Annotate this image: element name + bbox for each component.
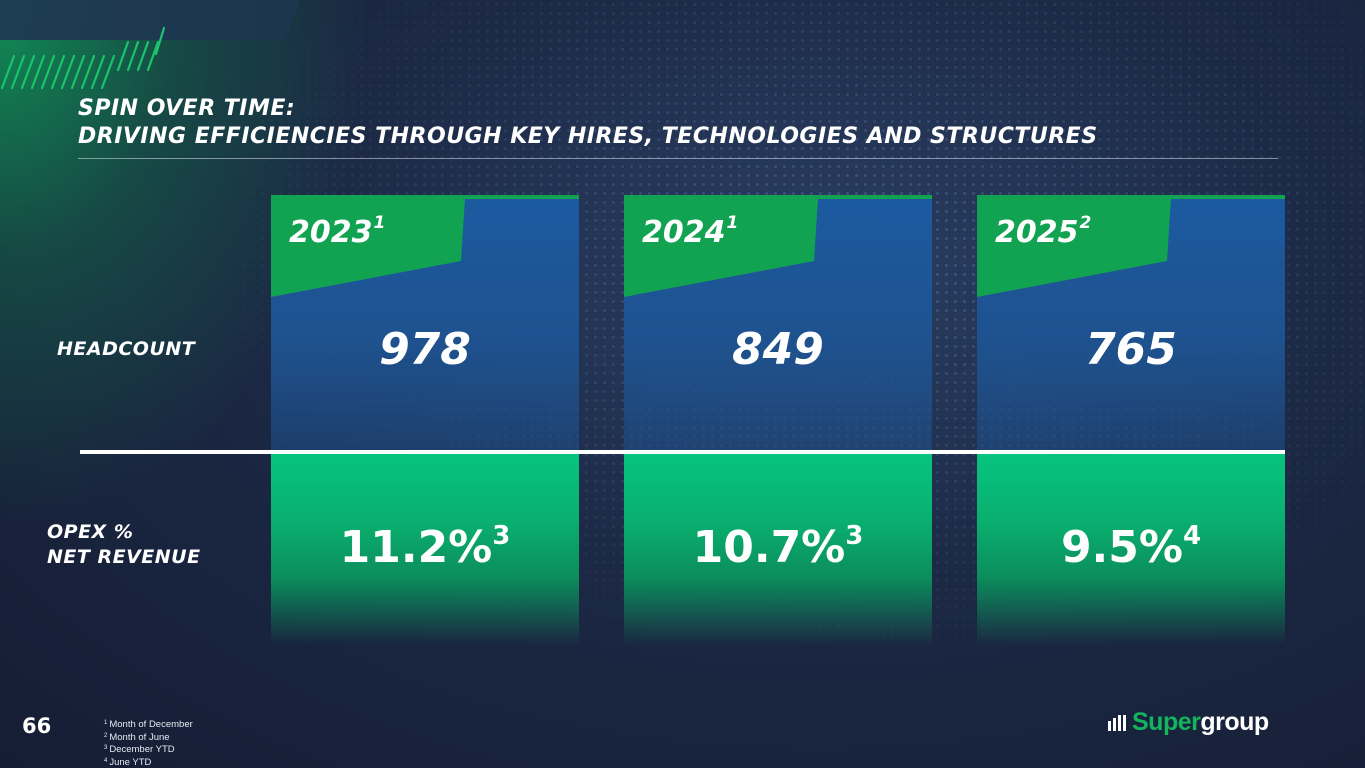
footnote-item: 2 Month of June bbox=[104, 731, 193, 744]
opex-row-label-line2: NET REVENUE bbox=[47, 546, 201, 568]
footnote-item: 1 Month of December bbox=[104, 718, 193, 731]
footnote-number: 1 bbox=[104, 720, 108, 726]
year-label: 20231 bbox=[289, 213, 385, 250]
footnote-item: 4 June YTD bbox=[104, 756, 193, 768]
headcount-value: 765 bbox=[1085, 324, 1177, 375]
year-value: 2024 bbox=[642, 215, 726, 250]
footnote-text: December YTD bbox=[109, 744, 175, 755]
footnote-number: 3 bbox=[104, 745, 108, 751]
opex-value: 9.5% bbox=[1060, 522, 1183, 573]
year-value: 2025 bbox=[995, 215, 1079, 250]
slide-title: SPIN OVER TIME: DRIVING EFFICIENCIES THR… bbox=[78, 95, 1278, 151]
opex-panel: 9.5%4 bbox=[977, 453, 1285, 645]
footnote-number: 4 bbox=[104, 757, 108, 764]
logo-text-group: group bbox=[1200, 707, 1269, 736]
footnote-text: Month of June bbox=[109, 731, 170, 743]
year-label: 20252 bbox=[995, 213, 1091, 250]
slide-title-line2: DRIVING EFFICIENCIES THROUGH KEY HIRES, … bbox=[78, 124, 1098, 149]
footnote-text: Month of December bbox=[109, 719, 193, 730]
opex-footnote-ref: 4 bbox=[1182, 521, 1202, 551]
footnote-number: 2 bbox=[104, 732, 108, 739]
opex-footnote-ref: 3 bbox=[845, 521, 864, 551]
opex-panel: 10.7%3 bbox=[624, 453, 932, 645]
opex-row-label: OPEX % NET REVENUE bbox=[47, 520, 201, 570]
page-number: 66 bbox=[22, 714, 52, 738]
year-label: 20241 bbox=[642, 213, 738, 250]
opex-row-label-line1: OPEX % bbox=[47, 521, 134, 543]
headcount-panel: 20241 849 bbox=[624, 195, 932, 450]
headcount-value: 849 bbox=[732, 324, 824, 375]
logo-text-super: Super bbox=[1132, 707, 1201, 736]
title-rule bbox=[78, 158, 1278, 159]
footnote-text: June YTD bbox=[109, 756, 152, 768]
opex-panel: 11.2%3 bbox=[271, 453, 579, 645]
footnote-item: 3 December YTD bbox=[104, 743, 193, 756]
headcount-value: 978 bbox=[379, 324, 471, 375]
slide-title-line1: SPIN OVER TIME: bbox=[78, 96, 296, 121]
opex-label: 10.7%3 bbox=[624, 521, 932, 573]
headcount-panel: 20231 978 bbox=[271, 195, 579, 450]
year-footnote-ref: 2 bbox=[1079, 213, 1092, 233]
stripes-decoration bbox=[0, 26, 166, 90]
top-band-decoration bbox=[0, 0, 300, 40]
row-divider bbox=[80, 450, 1285, 454]
opex-footnote-ref: 3 bbox=[492, 521, 511, 551]
year-value: 2023 bbox=[289, 215, 373, 250]
opex-label: 11.2%3 bbox=[271, 521, 579, 573]
opex-value: 11.2% bbox=[339, 522, 493, 573]
footnotes: 1 Month of December 2 Month of June 3 Decem… bbox=[104, 718, 193, 768]
headcount-row-label: HEADCOUNT bbox=[57, 338, 196, 360]
headcount-panel: 20252 765 bbox=[977, 195, 1285, 450]
opex-value: 10.7% bbox=[692, 522, 846, 573]
year-footnote-ref: 1 bbox=[373, 213, 386, 233]
supergroup-logo: Super group bbox=[1108, 704, 1269, 740]
bars-icon bbox=[1108, 713, 1126, 731]
year-footnote-ref: 1 bbox=[726, 213, 739, 233]
opex-label: 9.5%4 bbox=[977, 521, 1285, 573]
